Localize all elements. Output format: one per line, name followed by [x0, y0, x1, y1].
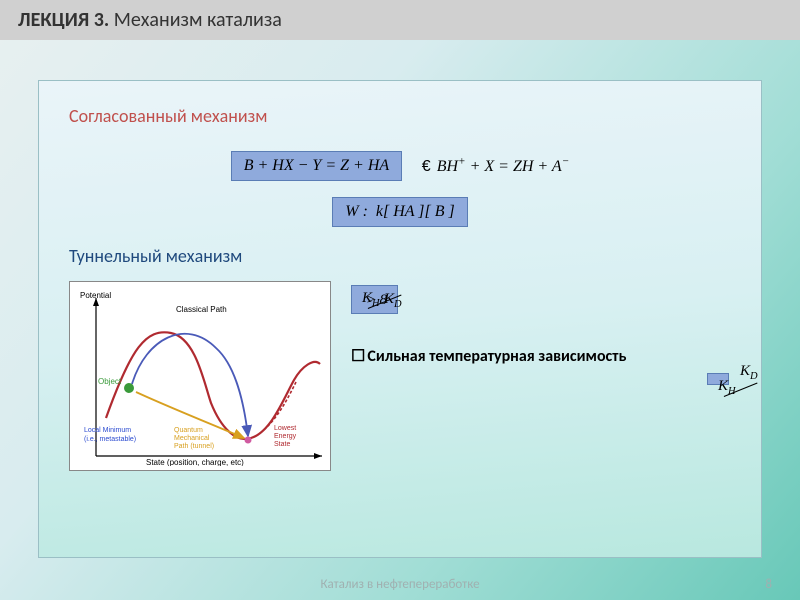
equation-1-box: B + HX − Y = Z + HA — [231, 151, 402, 181]
ratio-kh-kd-gt8: KHKD > 8 — [351, 285, 398, 314]
svg-text:Quantum: Quantum — [174, 427, 203, 434]
right-column: KHKD > 8 ☐Сильная температурная зависимо… — [351, 281, 731, 366]
page-number: 8 — [765, 577, 772, 592]
title-prefix: ЛЕКЦИЯ 3. — [18, 8, 109, 32]
title-rest: Механизм катализа — [109, 8, 282, 32]
svg-text:State: State — [274, 441, 290, 448]
lower-row: Potential State (position, charge, etc) Cl… — [69, 281, 731, 471]
eq1-right: BH+ + X = ZH + A− — [437, 158, 570, 175]
footer-text: Катализ в нефтепереработке — [0, 577, 800, 592]
svg-text:Classical Path: Classical Path — [176, 305, 227, 314]
svg-text:Potential: Potential — [80, 291, 111, 300]
slide: ЛЕКЦИЯ 3. Механизм катализа Согласованны… — [0, 0, 800, 600]
svg-text:Energy: Energy — [274, 433, 297, 440]
section-concerted: Согласованный механизм — [69, 105, 731, 127]
temperature-dependence-text: ☐Сильная температурная зависимость — [351, 346, 731, 366]
svg-text:Lowest: Lowest — [274, 425, 296, 432]
equation-row-2: W : k[ HA ][ B ] — [69, 197, 731, 227]
equation-1-plain: €BH+ + X = ZH + A− — [416, 156, 569, 176]
equation-row-1: B + HX − Y = Z + HA €BH+ + X = ZH + A− — [69, 151, 731, 181]
energy-diagram: Potential State (position, charge, etc) Cl… — [69, 281, 331, 471]
section-tunnel: Туннельный механизм — [69, 245, 731, 267]
svg-text:Mechanical: Mechanical — [174, 435, 210, 442]
content-panel: Согласованный механизм B + HX − Y = Z + … — [38, 80, 762, 558]
equation-2-box: W : k[ HA ][ B ] — [332, 197, 468, 227]
svg-text:Path (tunnel): Path (tunnel) — [174, 443, 214, 450]
svg-text:Local Minimum: Local Minimum — [84, 427, 131, 434]
title-bar: ЛЕКЦИЯ 3. Механизм катализа — [0, 0, 800, 40]
ratio-kh-kd: KHKD — [707, 373, 729, 385]
svg-text:State (position, charge, etc): State (position, charge, etc) — [146, 458, 244, 466]
svg-text:Object: Object — [98, 377, 122, 386]
svg-text:(i.e., metastable): (i.e., metastable) — [84, 436, 136, 443]
